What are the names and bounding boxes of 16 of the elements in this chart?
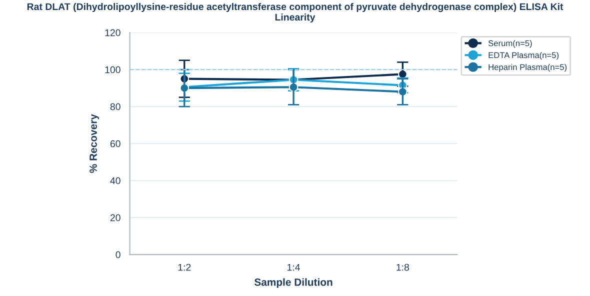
y-axis-title: % Recovery [90, 114, 99, 173]
chart-title: Rat DLAT (Dihydrolipoyllysine-residue acetyltransferase component of pyruvate dehydrogenase complex) ELISA Kit Linearity [27, 2, 564, 23]
x-tick-label: 1:4 [288, 264, 300, 271]
legend-label: Serum(n=5) [488, 40, 532, 48]
y-tick-label: 40 [110, 177, 120, 184]
y-tick-label: 20 [110, 214, 120, 222]
y-tick-label: 120 [105, 29, 120, 36]
y-tick-label: 0 [116, 251, 120, 258]
y-tick-label: 80 [110, 103, 120, 110]
y-tick-label: 60 [110, 140, 120, 148]
x-tick-label: 1:2 [178, 264, 191, 271]
x-tick-label: 1:8 [396, 264, 410, 271]
y-tick-label: 100 [105, 66, 120, 74]
x-axis-title: Sample Dilution [254, 278, 332, 288]
legend-label: Heparin Plasma(n=5) [488, 64, 567, 72]
legend-label: EDTA Plasma(n=5) [488, 52, 559, 60]
